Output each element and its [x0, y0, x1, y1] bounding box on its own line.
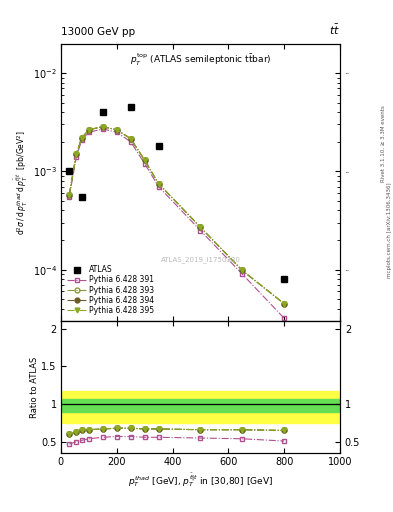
Text: ATLAS_2019_I1750330: ATLAS_2019_I1750330 [160, 257, 241, 263]
Pythia 6.428 393 [240, 267, 244, 273]
ATLAS [101, 109, 105, 115]
Line: Pythia 6.428 395: Pythia 6.428 395 [67, 124, 286, 306]
Pythia 6.428 393 [142, 157, 147, 163]
Pythia 6.428 393 [128, 136, 133, 142]
Pythia 6.428 395 [198, 224, 203, 230]
Pythia 6.428 391 [74, 154, 79, 160]
X-axis label: $p_T^{thad}$ [GeV], $p_T^{\bar{t}|t}$ in [30,80] [GeV]: $p_T^{thad}$ [GeV], $p_T^{\bar{t}|t}$ in… [128, 472, 273, 489]
Pythia 6.428 394 [198, 224, 203, 230]
Pythia 6.428 395 [86, 126, 91, 133]
Y-axis label: Ratio to ATLAS: Ratio to ATLAS [29, 356, 39, 418]
ATLAS [67, 168, 72, 175]
Pythia 6.428 391 [101, 126, 105, 132]
Pythia 6.428 391 [114, 129, 119, 135]
Pythia 6.428 395 [142, 157, 147, 163]
Pythia 6.428 395 [240, 267, 244, 273]
Pythia 6.428 395 [74, 151, 79, 157]
Pythia 6.428 395 [114, 126, 119, 133]
Text: Rivet 3.1.10, ≥ 3.3M events: Rivet 3.1.10, ≥ 3.3M events [381, 105, 386, 182]
Pythia 6.428 394 [101, 123, 105, 130]
ATLAS [128, 104, 133, 110]
Text: $p_T^{\mathrm{top}}$ (ATLAS semileptonic t$\bar{\mathrm{t}}$bar): $p_T^{\mathrm{top}}$ (ATLAS semileptonic… [130, 52, 271, 68]
Pythia 6.428 393 [79, 135, 84, 141]
Text: 13000 GeV pp: 13000 GeV pp [61, 27, 135, 37]
Line: ATLAS: ATLAS [66, 104, 287, 282]
Line: Pythia 6.428 393: Pythia 6.428 393 [67, 124, 286, 306]
Pythia 6.428 394 [114, 126, 119, 133]
Pythia 6.428 393 [86, 126, 91, 133]
Pythia 6.428 391 [240, 271, 244, 277]
Pythia 6.428 394 [240, 267, 244, 273]
Pythia 6.428 393 [74, 151, 79, 157]
Pythia 6.428 393 [198, 224, 203, 230]
Pythia 6.428 395 [67, 191, 72, 198]
Line: Pythia 6.428 391: Pythia 6.428 391 [67, 126, 286, 321]
Pythia 6.428 395 [156, 181, 161, 187]
ATLAS [282, 276, 286, 282]
Pythia 6.428 391 [128, 139, 133, 145]
Pythia 6.428 394 [79, 135, 84, 141]
Pythia 6.428 391 [142, 160, 147, 166]
Pythia 6.428 391 [282, 315, 286, 322]
Pythia 6.428 394 [86, 126, 91, 133]
Pythia 6.428 393 [101, 123, 105, 130]
Pythia 6.428 393 [156, 181, 161, 187]
Pythia 6.428 393 [67, 191, 72, 198]
Pythia 6.428 394 [74, 151, 79, 157]
Pythia 6.428 394 [128, 136, 133, 142]
Text: mcplots.cern.ch [arXiv:1306.3436]: mcplots.cern.ch [arXiv:1306.3436] [387, 183, 391, 278]
Pythia 6.428 391 [79, 137, 84, 143]
Pythia 6.428 391 [67, 194, 72, 200]
Pythia 6.428 394 [156, 181, 161, 187]
ATLAS [156, 143, 161, 150]
Pythia 6.428 393 [282, 301, 286, 307]
Legend: ATLAS, Pythia 6.428 391, Pythia 6.428 393, Pythia 6.428 394, Pythia 6.428 395: ATLAS, Pythia 6.428 391, Pythia 6.428 39… [65, 263, 156, 317]
Pythia 6.428 391 [198, 227, 203, 233]
Pythia 6.428 391 [156, 183, 161, 189]
Pythia 6.428 394 [282, 301, 286, 307]
ATLAS [79, 194, 84, 200]
Line: Pythia 6.428 394: Pythia 6.428 394 [67, 124, 286, 306]
Pythia 6.428 395 [282, 301, 286, 307]
Pythia 6.428 395 [128, 136, 133, 142]
Pythia 6.428 395 [101, 123, 105, 130]
Pythia 6.428 394 [67, 191, 72, 198]
Pythia 6.428 395 [79, 135, 84, 141]
Pythia 6.428 391 [86, 129, 91, 135]
Text: $t\bar{t}$: $t\bar{t}$ [329, 23, 340, 37]
Pythia 6.428 394 [142, 157, 147, 163]
Y-axis label: $\mathrm{d}^2\sigma\,/\,\mathrm{d}\,p_T^{thad}\,\mathrm{d}\,p_T^{\bar{t}|t}$  [p: $\mathrm{d}^2\sigma\,/\,\mathrm{d}\,p_T^… [13, 130, 30, 234]
Pythia 6.428 393 [114, 126, 119, 133]
